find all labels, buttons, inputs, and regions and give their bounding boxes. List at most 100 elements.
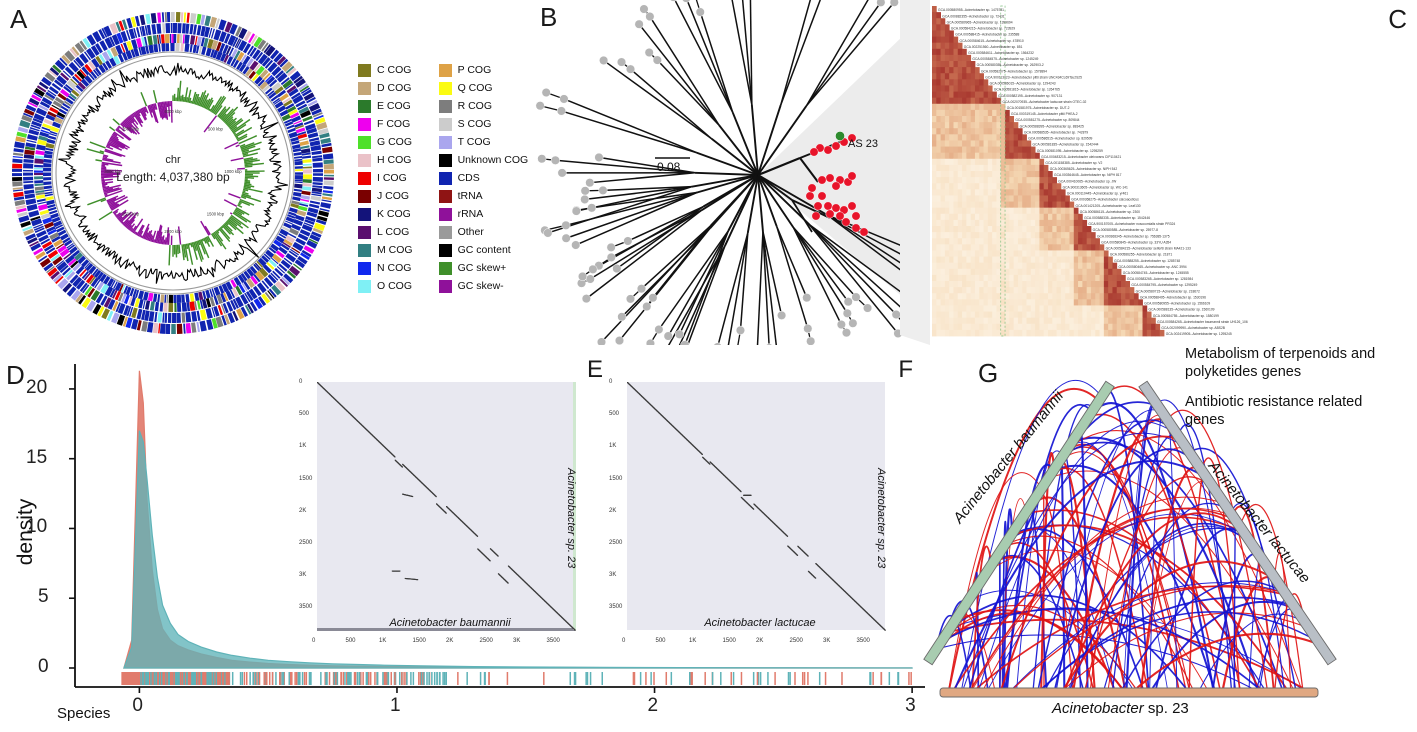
legend-label: GC skew-	[457, 280, 504, 292]
legend-swatch	[358, 279, 371, 293]
clade-highlight-wedge	[758, 10, 930, 320]
cog-legend-item: O COG	[358, 278, 413, 294]
dotplot-f-svg	[627, 382, 886, 631]
heatmap-taxon-label: GCA.000588405--Acinetobacter sp. 1530196	[1140, 295, 1206, 299]
genome-length-label: Length: 4,037,380 bp	[116, 170, 230, 184]
cog-legend-item: GC content	[438, 242, 529, 258]
gc-skew-ring	[86, 80, 265, 266]
dotplot-y-tick: 2K	[609, 507, 617, 514]
synteny-tracks	[923, 380, 1337, 698]
dotplot-y-tick: 500	[299, 411, 310, 418]
heatmap-taxon-label: GCA.900113023--Acinetobacter pittii stra…	[985, 75, 1082, 79]
heatmap-taxon-label: GCA.000364645--Acinetobacter sp. NIPH 81…	[1054, 173, 1122, 177]
heatmap-taxon-label: GCA.000588255--Acinetobacter sp. 1285748	[1114, 259, 1180, 263]
legend-swatch	[438, 279, 452, 293]
heatmap-taxon-label: GCA.000584755--Acinetobacter sp. 1580199	[1153, 314, 1219, 318]
density-y-tick: 15	[26, 446, 48, 468]
legend-label: CDS	[457, 172, 480, 184]
legend-swatch	[358, 81, 371, 95]
legend-swatch	[358, 261, 371, 275]
heatmap-taxon-label: GCA.000584611--Acinetobacter sp. 1564232	[968, 51, 1034, 55]
heatmap-taxon-label: GCA.000588415--Acinetobacter sp. 235588	[955, 33, 1019, 37]
heatmap-taxon-label: GCA.001581975--Acinetobacter sp. DUT-2	[1007, 106, 1070, 110]
cog-legend-item: K COG	[358, 206, 413, 222]
cog-legend-item: I COG	[358, 170, 413, 186]
cog-legend-item: Q COG	[438, 80, 529, 96]
cog-legend-item: GC skew+	[438, 260, 529, 276]
cog-legend-item: N COG	[358, 260, 413, 276]
dotplot-e-svg	[317, 382, 576, 631]
dotplot-x-tick: 1K	[379, 638, 387, 644]
heatmap-taxon-label: GCA.000580965--Acinetobacter sp. 1399694	[947, 20, 1013, 24]
dotplot-e-y-label: Acinetobacter sp. 23	[565, 468, 577, 569]
legend-swatch	[358, 153, 371, 167]
cog-legend-item: R COG	[438, 98, 529, 114]
legend-label: O COG	[377, 280, 413, 292]
heatmap-taxon-label: GCA.001158385--Acinetobacter sp. V2	[1045, 161, 1102, 165]
terpenoid-genes-note: Metabolism of terpenoids and polyketides…	[1185, 346, 1376, 380]
as23-tip-label: AS 23	[848, 138, 878, 150]
dotplot-y-tick: 3K	[299, 572, 307, 579]
panel-a-letter: A	[10, 4, 28, 34]
heatmap-taxon-label: GCA.000319145--Acinetobacter pittii PHEA…	[1011, 112, 1078, 116]
panel-g-synteny: G Metabolism of terpenoids and polyketid…	[900, 340, 1417, 732]
legend-swatch	[438, 63, 452, 77]
legend-swatch	[358, 171, 371, 185]
heatmap-taxon-label: GCA.000580715--Acinetobacter sp. 218672	[1136, 289, 1200, 293]
dotplot-y-tick: 2500	[609, 540, 623, 547]
heatmap-cells	[932, 5, 1165, 337]
heatmap-taxon-label: GCA.000365625--Acinetobacter sp. NIPH 54…	[1050, 167, 1118, 171]
heatmap-taxon-label: GCA.000368275--Acinetobacter calcoacetic…	[1071, 198, 1139, 202]
cog-legend-item: Unknown COG	[438, 152, 528, 168]
legend-label: F COG	[377, 118, 411, 130]
density-y-tick: 5	[38, 586, 49, 608]
dotplot-x-tick: 3500	[856, 638, 870, 644]
legend-label: GC skew+	[457, 262, 507, 274]
heatmap-taxon-label: GCA.000580955--Acinetobacter sp. 1566109	[1144, 302, 1210, 306]
legend-swatch	[358, 207, 371, 221]
legend-label: rRNA	[457, 208, 484, 220]
ring-separator-outer	[51, 51, 295, 295]
dotplot-y-tick: 1500	[299, 475, 313, 482]
legend-swatch	[438, 81, 452, 95]
dotplot-x-tick: 2K	[446, 638, 454, 644]
heatmap-taxon-label: GCA.002251560--Acinetobacter sp. 851	[964, 45, 1023, 49]
heatmap-taxon-label: GCA.000581835--Acinetobacter sp. 1542444	[1033, 143, 1099, 147]
heatmap-taxon-label: GCA.000882355--Acinetobacter sp. 72431	[942, 14, 1004, 18]
svg-text:3000 kbp: 3000 kbp	[104, 169, 122, 174]
heatmap-taxon-label: GCA.000581095--Acinetobacter sp. 1295259	[1037, 149, 1103, 153]
svg-text:2000 kbp: 2000 kbp	[164, 229, 182, 234]
legend-swatch	[358, 225, 371, 239]
dotplot-f-x-label: Acinetobacter lactucae	[704, 617, 816, 629]
legend-label: tRNA	[457, 190, 483, 202]
density-svg	[69, 364, 925, 693]
cog-legend-item: L COG	[358, 224, 413, 240]
zoom-connector-shade	[900, 0, 930, 345]
legend-label: H COG	[377, 154, 412, 166]
density-series	[123, 430, 913, 669]
dotplot-x-tick: 500	[345, 638, 356, 644]
heatmap-taxon-label: GCA.000584795--Acinetobacter sp. 1295249	[1131, 283, 1197, 287]
density-x-tick: 0	[132, 695, 143, 716]
heatmap-taxon-label: GCA.000584215--Acinetobacter sp. 723929	[951, 27, 1015, 31]
panel-f-dotplot: F Acinetobacter lactucae Acinetobacter s…	[605, 358, 915, 665]
legend-label: C COG	[377, 64, 412, 76]
cog-legend-item: T COG	[438, 134, 529, 150]
cog-legend-item: D COG	[358, 80, 413, 96]
legend-label: M COG	[377, 244, 413, 256]
cog-rings	[12, 12, 334, 334]
heatmap-taxon-label: GCA.000586255--Acinetobacter sp. 21871	[1110, 253, 1172, 257]
heatmap-taxon-label: GCA.002070935--Acinetobacter lactucae st…	[1002, 100, 1086, 104]
legend-swatch	[438, 225, 452, 239]
dotplot-y-tick: 2500	[299, 540, 313, 547]
antibiotic-resistance-note: Antibiotic resistance related genes	[1185, 394, 1363, 428]
heatmap-taxon-label: GCA.000580845--Acinetobacter sp. 33YU A3…	[1101, 240, 1171, 244]
svg-text:2500 kbp: 2500 kbp	[122, 211, 140, 216]
legend-swatch	[438, 135, 452, 149]
dotplot-f-points	[627, 382, 886, 631]
legend-label: R COG	[457, 100, 493, 112]
legend-swatch	[358, 243, 371, 257]
legend-label: Other	[457, 226, 484, 238]
svg-text:500 kbp: 500 kbp	[208, 127, 224, 132]
